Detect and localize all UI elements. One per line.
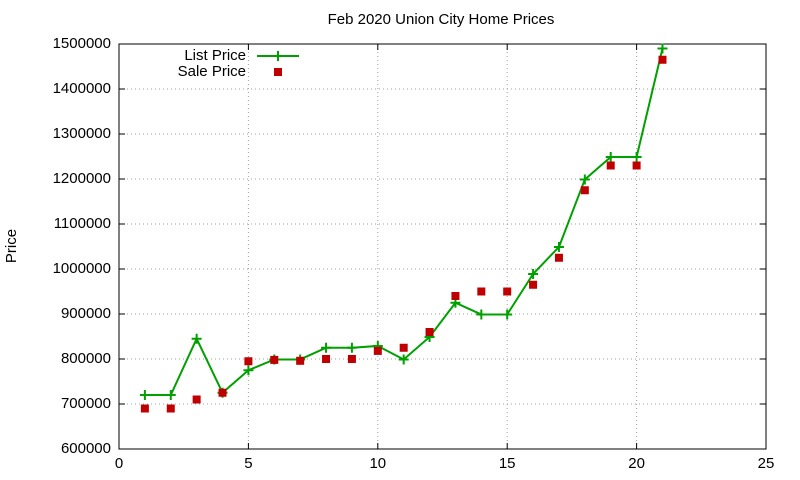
point [605,151,616,162]
point [477,287,486,296]
point [658,55,667,64]
y-tick-label: 600000 [61,440,111,457]
point [632,161,641,170]
point [502,309,513,320]
point [165,390,176,400]
point [425,328,434,336]
y-tick-label: 700000 [61,395,111,412]
series-line [144,48,664,396]
y-tick-label: 1000000 [53,260,111,277]
point [503,287,512,296]
point [553,241,564,252]
point [554,253,563,262]
y-tick-label: 900000 [61,305,111,322]
grid [118,43,767,450]
point [321,342,332,353]
legend-marker [274,68,282,76]
point [270,355,279,364]
chart-title: Feb 2020 Union City Home Prices [328,11,555,28]
point [218,388,227,397]
y-tick-label: 800000 [61,350,111,367]
point [657,43,668,54]
point [606,161,615,170]
point [140,404,149,413]
point [139,390,150,400]
point [631,151,642,162]
point [398,354,409,365]
y-tick-label: 1200000 [53,170,111,187]
point [476,309,487,320]
point [528,268,539,279]
x-tick-label: 10 [369,455,386,472]
point [373,346,382,355]
y-tick-label: 1100000 [54,215,111,232]
point [322,355,331,363]
point [244,357,253,366]
legend-label: List Price [184,47,246,64]
point [399,343,408,352]
point [580,186,589,195]
point [451,292,460,300]
point [347,355,356,363]
y-tick-label: 1400000 [53,80,111,97]
point [191,333,202,344]
point [296,356,305,365]
legend-marker [273,51,283,61]
point [346,342,357,353]
point [579,174,590,185]
point [192,395,201,404]
point [243,365,254,376]
x-tick-label: 15 [499,455,516,472]
x-tick-label: 0 [115,455,123,472]
point [529,280,538,289]
y-tick-label: 1300000 [53,125,111,142]
y-tick-label: 1500000 [53,35,111,52]
y-axis-label: Price [3,229,20,263]
legend-label: Sale Price [178,63,246,80]
x-tick-label: 5 [244,455,252,472]
point [166,404,175,413]
x-tick-label: 25 [758,455,775,472]
x-tick-label: 20 [628,455,645,472]
plot-frame [118,43,767,450]
